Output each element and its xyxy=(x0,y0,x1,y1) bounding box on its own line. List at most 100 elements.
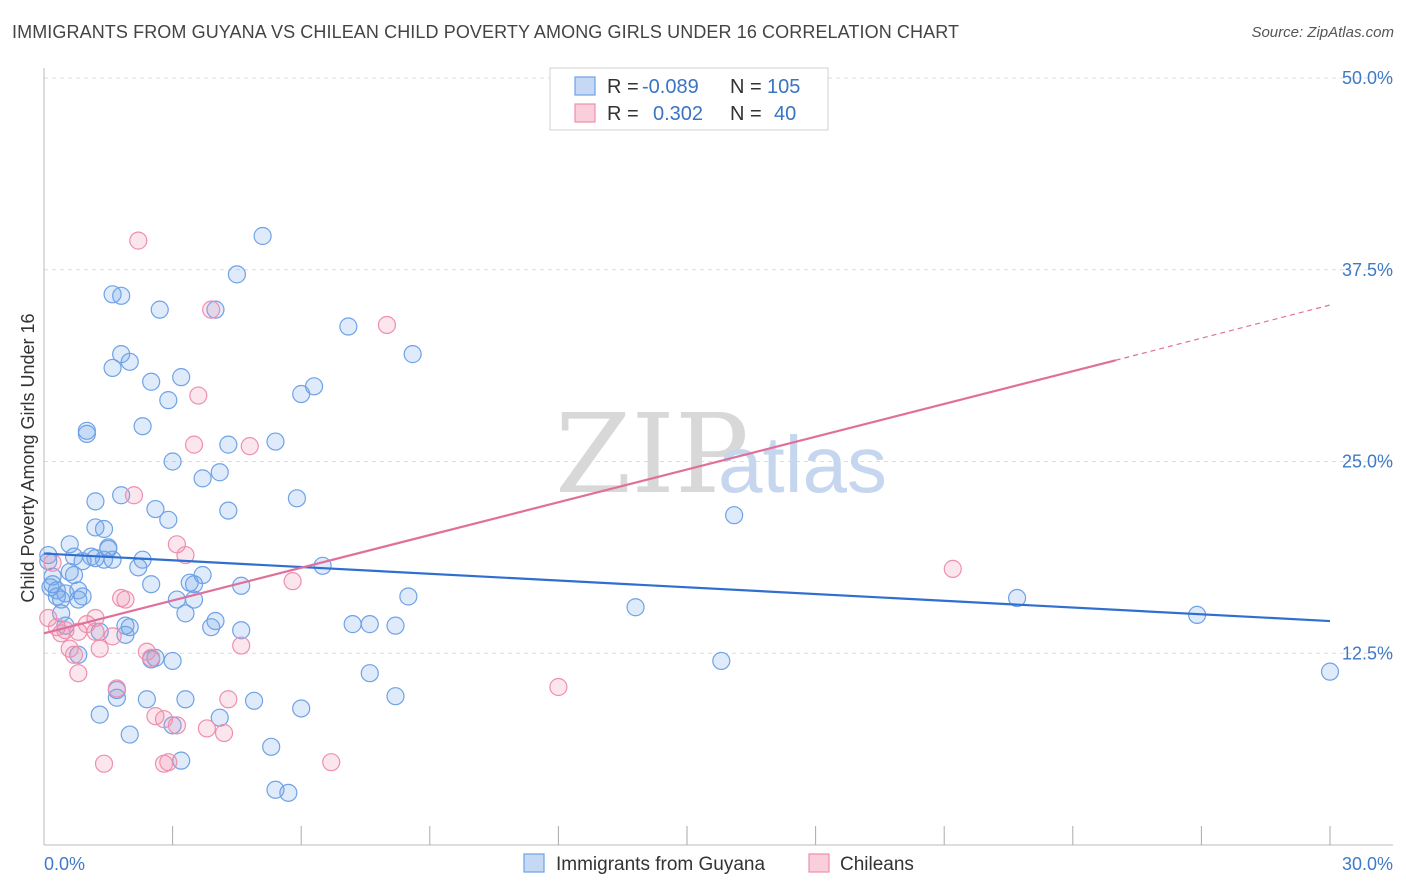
guyana-point-63 xyxy=(176,690,195,709)
x-tick-label-max: 30.0% xyxy=(1342,854,1393,874)
chileans-point-41 xyxy=(943,559,962,578)
y-axis-label: Child Poverty Among Girls Under 16 xyxy=(18,313,38,602)
guyana-point-55 xyxy=(159,391,178,410)
y-tick-labels: 12.5% 25.0% 37.5% 50.0% xyxy=(1342,68,1393,663)
series-label-chileans: Chileans xyxy=(840,854,914,875)
guyana-point-104 xyxy=(41,578,60,597)
guyana-trend-line xyxy=(43,552,1331,623)
chileans-point-30 xyxy=(189,386,208,405)
chileans-point-14 xyxy=(103,627,122,646)
guyana-point-62 xyxy=(176,604,195,623)
guyana-point-25 xyxy=(90,705,109,724)
guyana-point-92 xyxy=(360,664,379,683)
guyana-point-80 xyxy=(253,226,272,246)
series-label-guyana: Immigrants from Guyana xyxy=(556,854,765,875)
grid-lines xyxy=(44,77,1393,654)
guyana-point-2 xyxy=(43,567,62,586)
guyana-point-84 xyxy=(279,783,298,802)
legend-r-value-chileans: 0.302 xyxy=(653,103,703,125)
guyana-point-85 xyxy=(287,489,307,508)
guyana-point-82 xyxy=(266,432,285,451)
y-tick-label-1: 25.0% xyxy=(1342,452,1393,472)
guyana-point-78 xyxy=(232,576,251,595)
guyana-point-68 xyxy=(193,565,212,585)
watermark-atlas: atlas xyxy=(718,420,887,509)
guyana-point-24 xyxy=(86,492,105,511)
guyana-point-100 xyxy=(725,506,744,525)
guyana-point-35 xyxy=(107,688,126,707)
guyana-point-37 xyxy=(112,486,131,505)
guyana-point-54 xyxy=(159,510,178,529)
legend-n-value-guyana: 105 xyxy=(767,76,800,98)
guyana-point-32 xyxy=(103,550,122,569)
guyana-point-81 xyxy=(262,737,281,756)
chileans-point-39 xyxy=(377,315,397,335)
correlation-legend: R = -0.089 N = 105 R = 0.302 N = 40 xyxy=(549,67,829,131)
watermark-zip: ZIP xyxy=(555,390,749,518)
guyana-point-97 xyxy=(403,345,422,364)
guyana-point-36 xyxy=(112,286,131,305)
chileans-point-18 xyxy=(124,486,144,505)
guyana-point-70 xyxy=(206,611,225,631)
chileans-point-35 xyxy=(232,636,251,655)
chileans-point-28 xyxy=(176,545,195,565)
guyana-point-86 xyxy=(292,699,311,718)
chileans-point-21 xyxy=(142,648,161,667)
guyana-point-76 xyxy=(227,265,246,284)
guyana-point-79 xyxy=(244,691,264,710)
guyana-point-95 xyxy=(386,616,405,635)
series-swatch-guyana xyxy=(523,853,545,873)
guyana-point-103 xyxy=(1320,662,1340,681)
guyana-point-88 xyxy=(304,377,324,396)
chileans-point-11 xyxy=(86,622,105,641)
chileans-point-40 xyxy=(549,677,568,697)
chileans-point-36 xyxy=(240,437,259,456)
guyana-point-42 xyxy=(120,725,139,744)
trend-lines xyxy=(43,304,1331,635)
chileans-point-25 xyxy=(159,753,178,772)
guyana-point-48 xyxy=(142,575,161,594)
chileans-trend-extension xyxy=(1115,304,1331,361)
chileans-point-6 xyxy=(64,645,84,664)
guyana-point-75 xyxy=(219,435,238,454)
legend-n-label-guyana: N = xyxy=(730,76,762,98)
watermark: ZIP atlas xyxy=(555,390,887,518)
axes xyxy=(43,68,1393,846)
guyana-point-43 xyxy=(120,352,139,371)
guyana-point-67 xyxy=(193,469,212,488)
y-tick-label-0: 12.5% xyxy=(1342,643,1393,663)
chileans-point-12 xyxy=(90,639,109,658)
series-swatch-chileans xyxy=(808,853,830,873)
source-label: Source: ZipAtlas.com xyxy=(1251,24,1394,41)
legend-swatch-guyana xyxy=(574,76,596,96)
chileans-point-13 xyxy=(94,754,114,773)
guyana-point-57 xyxy=(163,651,182,671)
guyana-point-73 xyxy=(210,463,229,482)
guyana-point-93 xyxy=(360,615,379,634)
legend-n-label-chileans: N = xyxy=(730,103,762,125)
chileans-point-31 xyxy=(197,719,216,738)
legend-swatch-chileans xyxy=(574,103,596,123)
chileans-point-8 xyxy=(69,664,88,683)
chileans-point-32 xyxy=(202,300,221,319)
guyana-point-77 xyxy=(232,621,251,640)
chileans-point-26 xyxy=(167,716,186,735)
guyana-point-33 xyxy=(103,358,122,378)
data-points xyxy=(39,226,1340,802)
guyana-point-90 xyxy=(339,317,358,336)
chileans-point-38 xyxy=(322,753,341,772)
guyana-point-99 xyxy=(712,651,731,671)
guyana-point-91 xyxy=(343,615,362,634)
guyana-point-27 xyxy=(94,519,114,539)
y-tick-label-3: 50.0% xyxy=(1342,68,1393,88)
guyana-point-49 xyxy=(142,372,161,391)
guyana-point-74 xyxy=(219,501,238,520)
guyana-point-96 xyxy=(399,587,418,606)
legend-r-value-guyana: -0.089 xyxy=(642,76,699,98)
chileans-point-34 xyxy=(219,690,238,709)
chileans-point-33 xyxy=(214,723,234,743)
guyana-point-41 xyxy=(120,618,139,637)
guyana-point-20 xyxy=(77,421,96,440)
guyana-point-47 xyxy=(137,690,156,709)
